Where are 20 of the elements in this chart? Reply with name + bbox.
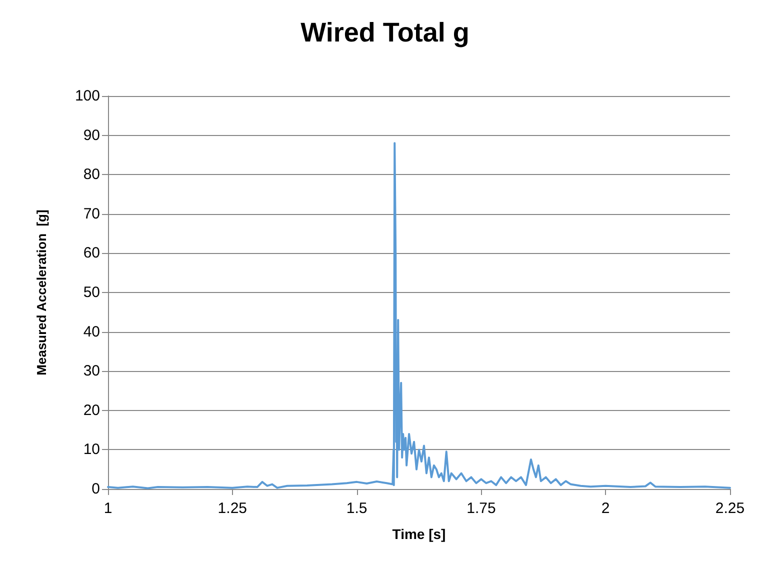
y-tick-label: 90 xyxy=(83,126,100,144)
y-tick-label: 70 xyxy=(83,205,100,222)
y-tick-label: 10 xyxy=(83,441,100,458)
y-tick-label: 50 xyxy=(83,284,100,301)
y-tick-label: 40 xyxy=(83,323,100,340)
y-tick-label: 0 xyxy=(92,480,100,498)
y-tick-label: 30 xyxy=(83,362,100,380)
y-tick-label: 20 xyxy=(83,402,100,419)
x-tick-label: 1.75 xyxy=(466,500,496,517)
y-tick-label: 100 xyxy=(74,88,100,104)
y-tick-label: 80 xyxy=(83,166,100,184)
x-tick-label: 1 xyxy=(104,500,112,517)
chart-title: Wired Total g xyxy=(300,18,470,48)
x-axis-title: Time [s] xyxy=(392,526,446,542)
y-axis-title: Measured Acceleration [g] xyxy=(34,210,49,376)
x-tick-label: 1.25 xyxy=(218,500,247,517)
y-tick-label: 60 xyxy=(83,244,100,262)
x-tick-label: 2 xyxy=(601,500,610,517)
x-tick-label: 2.25 xyxy=(715,500,745,517)
x-tick-label: 1.5 xyxy=(346,500,368,517)
